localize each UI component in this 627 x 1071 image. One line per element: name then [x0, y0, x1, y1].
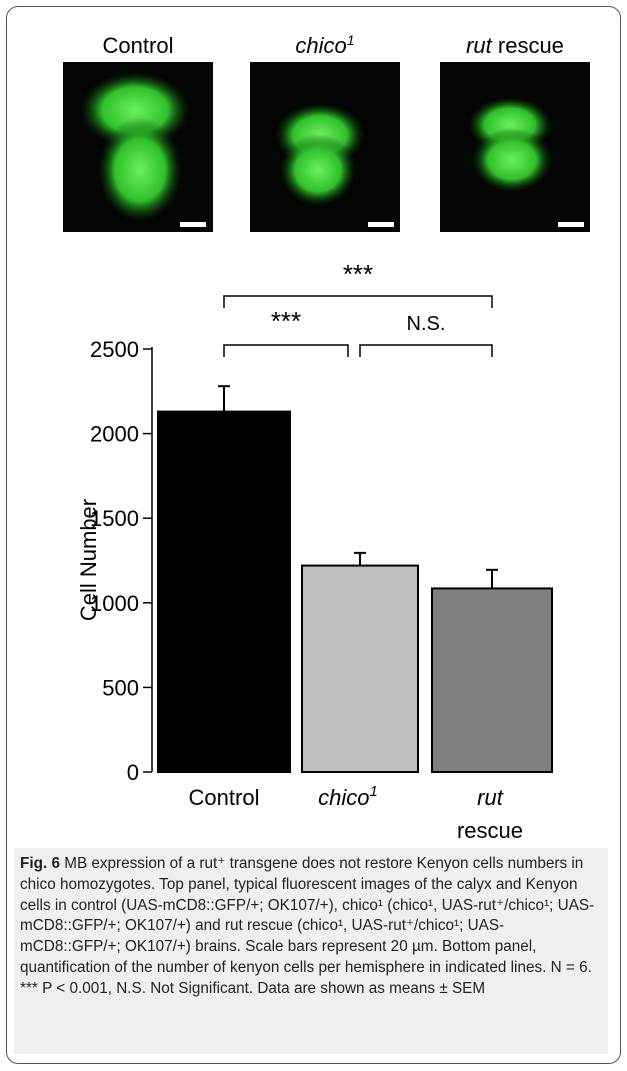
image-panel: [250, 62, 400, 232]
y-tick-label: 1000: [90, 591, 139, 616]
x-tick-label: rut rescue: [457, 785, 523, 843]
significance-label: N.S.: [407, 313, 446, 335]
caption-text: MB expression of a rut⁺ transgene does n…: [20, 855, 595, 997]
significance-label: ***: [271, 306, 301, 336]
significance-label: ***: [343, 259, 373, 289]
bar: [431, 587, 553, 774]
caption-label: Fig. 6: [20, 855, 60, 872]
significance-bracket: [359, 344, 493, 357]
panel-label-word: rescue: [492, 33, 564, 58]
image-panel: [63, 62, 213, 232]
y-tick-label: 2500: [90, 337, 139, 362]
panel-label-word: chico: [295, 33, 346, 58]
panel-label: Control: [103, 33, 174, 58]
caption: Fig. 6 MB expression of a rut⁺ transgene…: [14, 848, 608, 1054]
x-tick-label-word: rut: [477, 785, 504, 810]
x-tick-label: chico1: [318, 783, 378, 810]
bar: [157, 410, 291, 773]
panel-label-word: Control: [103, 33, 174, 58]
y-axis-label: Cell Number: [76, 499, 101, 621]
x-tick-label-word: rescue: [457, 818, 523, 843]
figure-frame: [6, 6, 621, 1064]
figure: Control chico1 rut rescue05001000150020002…: [63, 32, 590, 843]
x-tick-label-word: Control: [189, 785, 260, 810]
bar: [301, 564, 419, 773]
y-tick-label: 500: [102, 675, 139, 700]
panel-label: rut rescue: [466, 33, 564, 58]
significance-bracket: [223, 344, 349, 357]
y-tick-label: 0: [127, 760, 139, 785]
y-tick-label: 1500: [90, 506, 139, 531]
panel-label-word: rut: [466, 33, 493, 58]
y-tick-label: 2000: [90, 422, 139, 447]
image-panel: [440, 62, 590, 232]
significance-bracket: [223, 295, 493, 308]
panel-label: chico1: [295, 32, 354, 58]
x-tick-label-word: chico: [318, 785, 369, 810]
x-tick-label: Control: [189, 785, 260, 810]
x-tick-label-superscript: 1: [370, 783, 378, 800]
panel-label-superscript: 1: [347, 32, 355, 48]
